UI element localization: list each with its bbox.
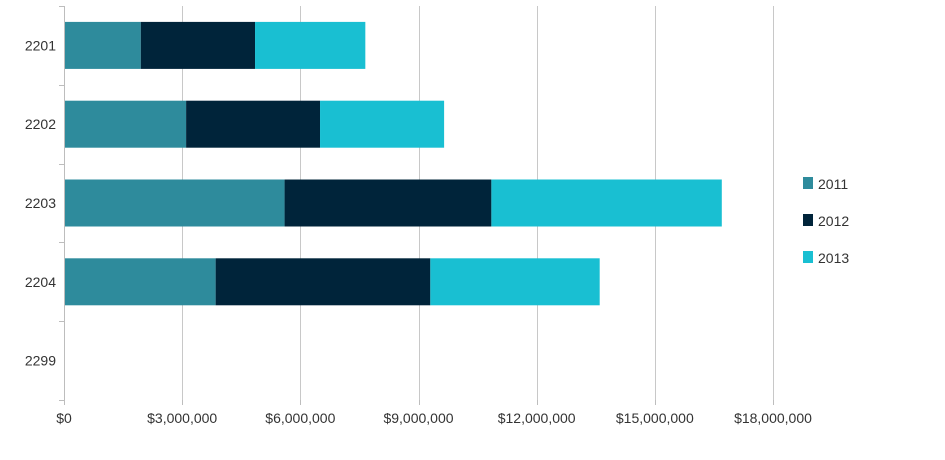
bar-segment-2011-2202 [64, 100, 187, 148]
bar-layer [64, 21, 722, 306]
x-tick-label: $6,000,000 [265, 410, 335, 426]
legend-swatch-2012 [803, 214, 813, 226]
y-category-label: 2204 [25, 274, 56, 290]
bar-segment-2012-2202 [186, 100, 321, 148]
legend-label: 2011 [818, 176, 848, 192]
bar-segment-2012-2204 [215, 258, 431, 306]
bar-segment-2011-2201 [64, 21, 141, 69]
bar-segment-2011-2203 [64, 179, 285, 227]
bar-segment-2012-2203 [284, 179, 492, 227]
bar-segment-2013-2201 [255, 21, 366, 69]
legend-swatch-2011 [803, 177, 813, 189]
bar-segment-2013-2204 [430, 258, 600, 306]
y-category-label: 2201 [25, 37, 56, 53]
legend-swatch-2013 [803, 251, 813, 263]
y-category-label: 2203 [25, 195, 56, 211]
x-tick-label: $3,000,000 [147, 410, 217, 426]
x-tick-label: $0 [56, 410, 72, 426]
legend-label: 2012 [818, 213, 849, 229]
x-tick-label: $12,000,000 [498, 410, 576, 426]
bar-segment-2012-2201 [140, 21, 256, 69]
bar-segment-2013-2203 [491, 179, 722, 227]
bar-segment-2013-2202 [320, 100, 445, 148]
x-tick-label: $15,000,000 [616, 410, 694, 426]
bar-segment-2011-2204 [64, 258, 216, 306]
y-category-label: 2299 [25, 353, 56, 369]
legend-label: 2013 [818, 250, 849, 266]
axis-layer: $0 $3,000,000 $6,000,000 $9,000,000 $12,000,… [25, 6, 812, 426]
x-tick-label: $18,000,000 [734, 410, 812, 426]
y-category-label: 2202 [25, 116, 56, 132]
legend: 2011 2012 2013 [803, 176, 849, 266]
x-tick-label: $9,000,000 [383, 410, 453, 426]
